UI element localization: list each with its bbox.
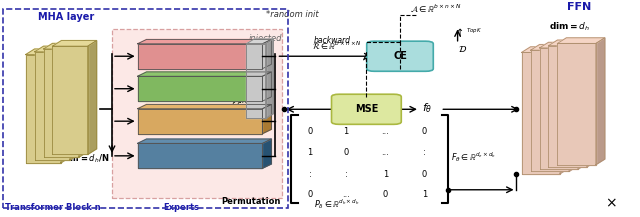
Text: CE: CE (393, 51, 407, 61)
Text: MHA layer: MHA layer (38, 12, 95, 22)
Polygon shape (138, 72, 271, 76)
Text: :: : (423, 148, 426, 158)
Polygon shape (44, 49, 79, 157)
Polygon shape (52, 41, 97, 46)
Polygon shape (138, 76, 262, 101)
Polygon shape (522, 47, 569, 53)
Polygon shape (557, 38, 605, 43)
Text: $\times$: $\times$ (605, 196, 616, 210)
Polygon shape (26, 55, 61, 163)
Text: Permutation: Permutation (221, 197, 280, 206)
Polygon shape (262, 139, 271, 168)
Text: $P_\delta\in\mathbb{R}^{d_h\times d_h}$: $P_\delta\in\mathbb{R}^{d_h\times d_h}$ (314, 197, 359, 211)
Polygon shape (138, 104, 271, 109)
Polygon shape (246, 44, 266, 118)
Polygon shape (79, 43, 88, 157)
Text: ...: ... (381, 148, 389, 158)
Text: Experts: Experts (163, 203, 199, 212)
Text: $f_\theta$: $f_\theta$ (422, 101, 433, 115)
Polygon shape (138, 143, 262, 168)
Polygon shape (596, 38, 605, 165)
Polygon shape (548, 40, 596, 46)
Text: $E^k_{\hat{\theta}}$: $E^k_{\hat{\theta}}$ (74, 128, 88, 147)
Text: $\{f^k_{\hat{\theta}}\}^K_{k=1}$: $\{f^k_{\hat{\theta}}\}^K_{k=1}$ (229, 97, 268, 116)
Polygon shape (70, 46, 79, 160)
Polygon shape (52, 46, 88, 155)
Polygon shape (61, 49, 70, 163)
Text: Transformer Block n: Transformer Block n (5, 203, 100, 212)
Polygon shape (548, 46, 587, 167)
Text: 1: 1 (344, 127, 349, 136)
Text: $\mathbf{dim=}d_h\mathbf{/N}$: $\mathbf{dim=}d_h\mathbf{/N}$ (61, 153, 109, 165)
Bar (3, 9, 288, 208)
Text: PAR: PAR (237, 58, 261, 67)
Polygon shape (88, 41, 97, 155)
Text: $F_\theta\in\mathbb{R}^{d_e\times d_h}$: $F_\theta\in\mathbb{R}^{d_e\times d_h}$ (451, 150, 497, 164)
Text: 1: 1 (422, 190, 427, 199)
Text: :: : (345, 170, 348, 179)
Text: 0: 0 (344, 148, 349, 158)
Polygon shape (540, 48, 578, 169)
FancyBboxPatch shape (367, 41, 433, 71)
Text: 0: 0 (383, 190, 388, 199)
Polygon shape (138, 139, 271, 143)
Text: backward: backward (314, 36, 351, 45)
Polygon shape (26, 49, 70, 55)
Polygon shape (569, 44, 578, 171)
Text: 0: 0 (422, 170, 427, 179)
Text: $\uparrow$: $\uparrow$ (454, 26, 465, 38)
Polygon shape (262, 39, 271, 69)
Polygon shape (138, 109, 262, 134)
FancyBboxPatch shape (332, 94, 401, 124)
Text: 1: 1 (383, 170, 388, 179)
Polygon shape (531, 44, 578, 50)
Text: FFN: FFN (567, 2, 591, 12)
Text: injected: injected (248, 34, 282, 43)
Text: 0: 0 (307, 127, 313, 136)
Polygon shape (262, 104, 271, 134)
Bar (112, 29, 282, 197)
Polygon shape (587, 40, 596, 167)
Polygon shape (531, 50, 569, 171)
Text: 1: 1 (307, 148, 313, 158)
Polygon shape (246, 39, 273, 44)
Polygon shape (262, 72, 271, 101)
Polygon shape (522, 53, 560, 174)
Text: *random init: *random init (266, 10, 318, 19)
Polygon shape (35, 52, 70, 160)
Polygon shape (578, 42, 587, 169)
Polygon shape (266, 39, 273, 118)
Polygon shape (138, 39, 271, 44)
Text: MSE: MSE (355, 104, 378, 114)
Text: $\mathcal{D}$: $\mathcal{D}$ (458, 44, 467, 54)
Polygon shape (138, 44, 262, 69)
Text: ...: ... (381, 127, 389, 136)
Text: 0: 0 (422, 127, 427, 136)
Text: :: : (308, 170, 312, 179)
Polygon shape (557, 43, 596, 165)
Polygon shape (560, 47, 569, 174)
Polygon shape (35, 46, 79, 52)
Text: $\mathcal{A}\in\mathbb{R}^{b\times n\times N}$: $\mathcal{A}\in\mathbb{R}^{b\times n\tim… (410, 3, 461, 15)
Polygon shape (540, 42, 587, 48)
Text: 0: 0 (307, 190, 313, 199)
Text: $\mathbf{dim=}d_h$: $\mathbf{dim=}d_h$ (549, 21, 590, 33)
Text: ...: ... (342, 190, 350, 199)
Text: $^{TopK}$: $^{TopK}$ (466, 27, 482, 36)
Polygon shape (44, 43, 88, 49)
Text: $\mathcal{R}\in\mathbb{R}^{b\times n\times N}$: $\mathcal{R}\in\mathbb{R}^{b\times n\tim… (312, 40, 362, 52)
